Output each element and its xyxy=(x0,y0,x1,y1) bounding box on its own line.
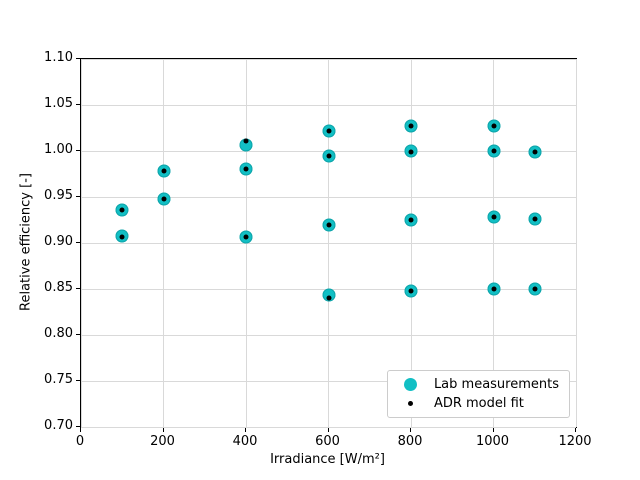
legend-entry-lab-measurements: Lab measurements xyxy=(388,375,559,394)
y-tick-1.10 xyxy=(76,58,80,59)
y-tick-label-0.70: 0.70 xyxy=(44,418,73,433)
y-tick-1.00 xyxy=(76,150,80,151)
y-tick-label-0.95: 0.95 xyxy=(44,188,73,203)
x-tick-label-600: 600 xyxy=(315,434,340,449)
x-tick-label-800: 800 xyxy=(397,434,423,449)
adr-model-fit-point xyxy=(161,196,166,202)
y-tick-0.95 xyxy=(76,196,80,197)
lab-measurement-point xyxy=(322,288,335,302)
legend-entry-adr-model-fit: ADR model fit xyxy=(388,394,559,413)
x-tick-1200 xyxy=(575,428,576,432)
y-tick-label-0.75: 0.75 xyxy=(44,372,73,387)
y-tick-label-1.05: 1.05 xyxy=(44,96,73,111)
y-tick-0.85 xyxy=(76,288,80,289)
adr-model-fit-point xyxy=(119,234,125,240)
lab-measurement-point xyxy=(239,138,253,152)
y-tick-0.75 xyxy=(76,380,80,381)
x-tick-label-0: 0 xyxy=(75,434,85,449)
gridline-y-0.80 xyxy=(81,334,576,336)
x-tick-1000 xyxy=(492,428,494,432)
gridline-y-0.70 xyxy=(81,426,576,428)
y-tick-label-1.10: 1.10 xyxy=(44,50,73,65)
adr-model-fit-point xyxy=(532,149,538,155)
adr-model-fit-point xyxy=(326,128,331,134)
adr-model-fit-point xyxy=(408,149,414,155)
legend-label-adr-model-fit: ADR model fit xyxy=(433,395,524,411)
adr-model-fit-point xyxy=(243,166,249,172)
x-tick-200 xyxy=(162,428,164,432)
adr-model-fit-point xyxy=(532,286,538,292)
legend-label-lab-measurements: Lab measurements xyxy=(433,376,559,392)
x-tick-400 xyxy=(245,428,246,432)
x-axis-label: Irradiance [W/m²] xyxy=(270,452,385,467)
adr-model-fit-point xyxy=(243,138,249,144)
x-tick-label-400: 400 xyxy=(232,434,258,449)
adr-model-fit-point xyxy=(491,286,496,292)
adr-model-fit-point xyxy=(491,148,496,154)
adr-model-fit-point xyxy=(243,234,249,240)
lab-measurements-marker-icon xyxy=(388,378,434,391)
adr-model-fit-point xyxy=(408,288,414,294)
gridline-y-0.75 xyxy=(81,380,576,382)
y-tick-label-0.80: 0.80 xyxy=(44,326,73,341)
y-tick-label-1.00: 1.00 xyxy=(44,142,73,157)
x-tick-600 xyxy=(327,428,329,432)
y-tick-0.90 xyxy=(76,242,80,243)
gridline-y-0.90 xyxy=(81,242,576,244)
adr-model-fit-point xyxy=(532,216,538,222)
x-tick-label-1200: 1200 xyxy=(558,434,592,449)
y-tick-label-0.85: 0.85 xyxy=(44,280,73,295)
adr-model-fit-point xyxy=(326,153,331,159)
x-tick-label-200: 200 xyxy=(150,434,175,449)
y-tick-label-0.90: 0.90 xyxy=(44,234,73,249)
x-tick-800 xyxy=(410,428,411,432)
adr-model-fit-marker-icon xyxy=(388,401,434,406)
adr-model-fit-point xyxy=(408,217,414,223)
gridline-y-1.05 xyxy=(81,104,576,106)
adr-model-fit-point xyxy=(491,123,496,129)
adr-model-fit-point xyxy=(491,214,496,220)
adr-model-fit-point xyxy=(161,168,166,174)
adr-model-fit-point xyxy=(326,222,331,228)
plot-area: Lab measurements ADR model fit xyxy=(80,58,577,428)
gridline-y-1.10 xyxy=(81,58,576,60)
gridline-y-0.95 xyxy=(81,196,576,198)
gridline-x-1200 xyxy=(575,59,577,427)
x-tick-0 xyxy=(80,428,81,432)
x-tick-label-1000: 1000 xyxy=(475,434,510,449)
adr-model-fit-point xyxy=(408,123,414,129)
y-tick-0.80 xyxy=(76,334,80,335)
legend: Lab measurements ADR model fit xyxy=(386,370,570,418)
adr-model-fit-point xyxy=(326,295,331,301)
adr-model-fit-point xyxy=(119,207,125,213)
y-tick-0.70 xyxy=(76,426,80,427)
y-tick-1.05 xyxy=(76,104,80,105)
